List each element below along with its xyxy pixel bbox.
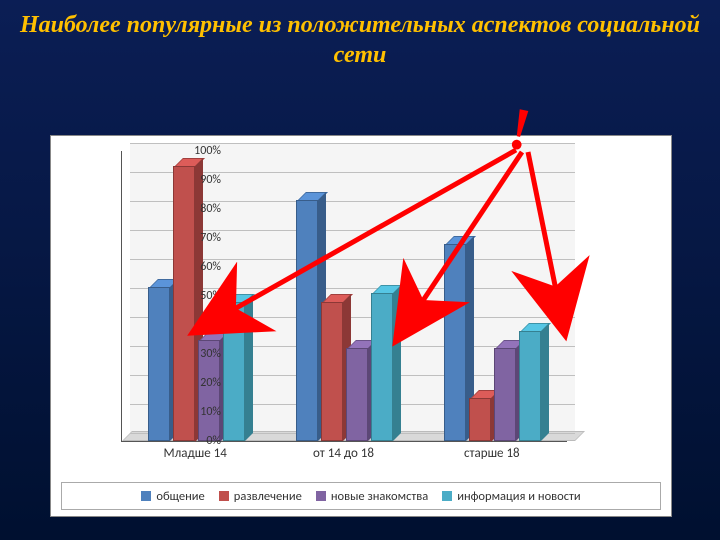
legend-item: информация и новости (442, 489, 580, 504)
chart-bar (371, 293, 393, 441)
chart-bar (519, 331, 541, 441)
chart-bar (469, 398, 491, 442)
slide: Наиболее популярные из положительных асп… (0, 0, 720, 540)
legend-label: общение (156, 489, 204, 504)
chart-bar (494, 348, 516, 441)
y-tick-label: 20% (166, 376, 221, 390)
y-tick-label: 50% (166, 289, 221, 303)
x-tick-label: Младше 14 (164, 446, 227, 461)
legend-label: новые знакомства (331, 489, 428, 504)
chart-bar (321, 302, 343, 441)
x-tick-label: старше 18 (464, 446, 520, 461)
y-tick-label: 70% (166, 231, 221, 245)
legend-label: информация и новости (457, 489, 580, 504)
y-tick-label: 80% (166, 202, 221, 216)
chart-bar (296, 200, 318, 441)
chart-bar (444, 244, 466, 441)
legend-swatch (141, 491, 151, 501)
legend-swatch (219, 491, 229, 501)
legend-item: развлечение (219, 489, 302, 504)
y-tick-label: 90% (166, 173, 221, 187)
chart-bar (223, 302, 245, 441)
slide-title: Наиболее популярные из положительных асп… (0, 10, 720, 70)
legend-item: новые знакомства (316, 489, 428, 504)
chart-bar (346, 348, 368, 441)
legend-label: развлечение (234, 489, 302, 504)
y-tick-label: 30% (166, 347, 221, 361)
y-tick-label: 10% (166, 405, 221, 419)
legend-swatch (316, 491, 326, 501)
legend-item: общение (141, 489, 204, 504)
chart-legend: общение развлечение новые знакомства информ… (61, 482, 661, 510)
y-tick-label: 40% (166, 318, 221, 332)
y-tick-label: 100% (166, 144, 221, 158)
y-tick-label: 60% (166, 260, 221, 274)
legend-swatch (442, 491, 452, 501)
chart-container: общение развлечение новые знакомства информ… (50, 135, 672, 517)
x-tick-label: от 14 до 18 (313, 446, 374, 461)
